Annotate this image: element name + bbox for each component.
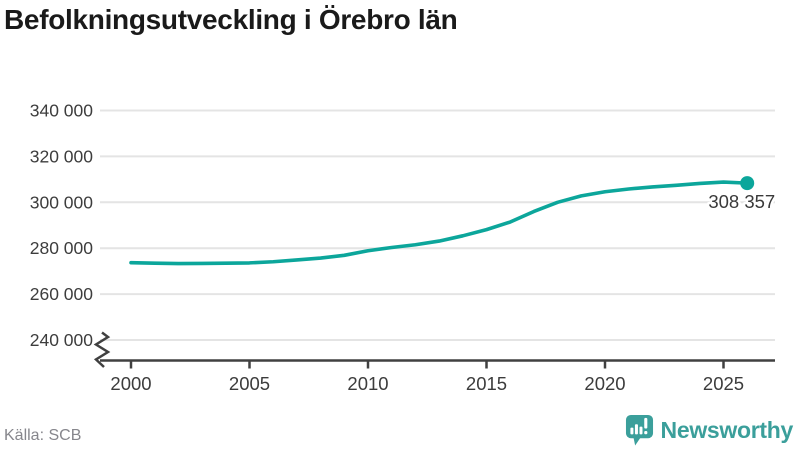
series-layer — [129, 176, 755, 266]
source-label: Källa: SCB — [4, 427, 82, 444]
x-tick-label: 2025 — [703, 373, 744, 394]
axis-break-zigzag — [93, 331, 111, 368]
brand-name: Newsworthy — [660, 416, 794, 443]
y-axis-labels: 340 000 320 000 300 000 280 000 260 000 240 0… — [30, 101, 94, 351]
y-tick-label: 240 000 — [30, 330, 94, 350]
y-tick-label: 320 000 — [30, 146, 94, 166]
y-tick-label: 280 000 — [30, 238, 94, 258]
bar-chart-glyph — [629, 427, 633, 435]
population-line — [129, 180, 750, 266]
x-axis-labels: 2000 2005 2010 2015 2020 2025 — [110, 373, 744, 394]
x-tick-label: 2000 — [110, 373, 151, 394]
end-point-dot — [740, 176, 755, 191]
y-tick-label: 300 000 — [30, 192, 94, 212]
y-tick-label: 260 000 — [30, 284, 94, 304]
newsworthy-logo-icon — [625, 415, 653, 446]
x-tick-label: 2010 — [347, 373, 388, 394]
x-tick-label: 2020 — [584, 373, 625, 394]
exclamation-glyph — [643, 417, 647, 429]
annotation-layer: 308 357 — [706, 189, 778, 215]
x-tick-label: 2015 — [466, 373, 507, 394]
chart-title: Befolkningsutveckling i Örebro län — [4, 4, 458, 35]
axis-break-icon — [93, 331, 111, 368]
newsworthy-logo[interactable]: Newsworthy — [625, 414, 793, 446]
x-tick-label: 2005 — [229, 373, 270, 394]
y-tick-label: 340 000 — [30, 101, 94, 121]
gridlines — [100, 109, 775, 341]
x-axis — [100, 359, 775, 369]
end-value-label: 308 357 — [708, 191, 775, 212]
